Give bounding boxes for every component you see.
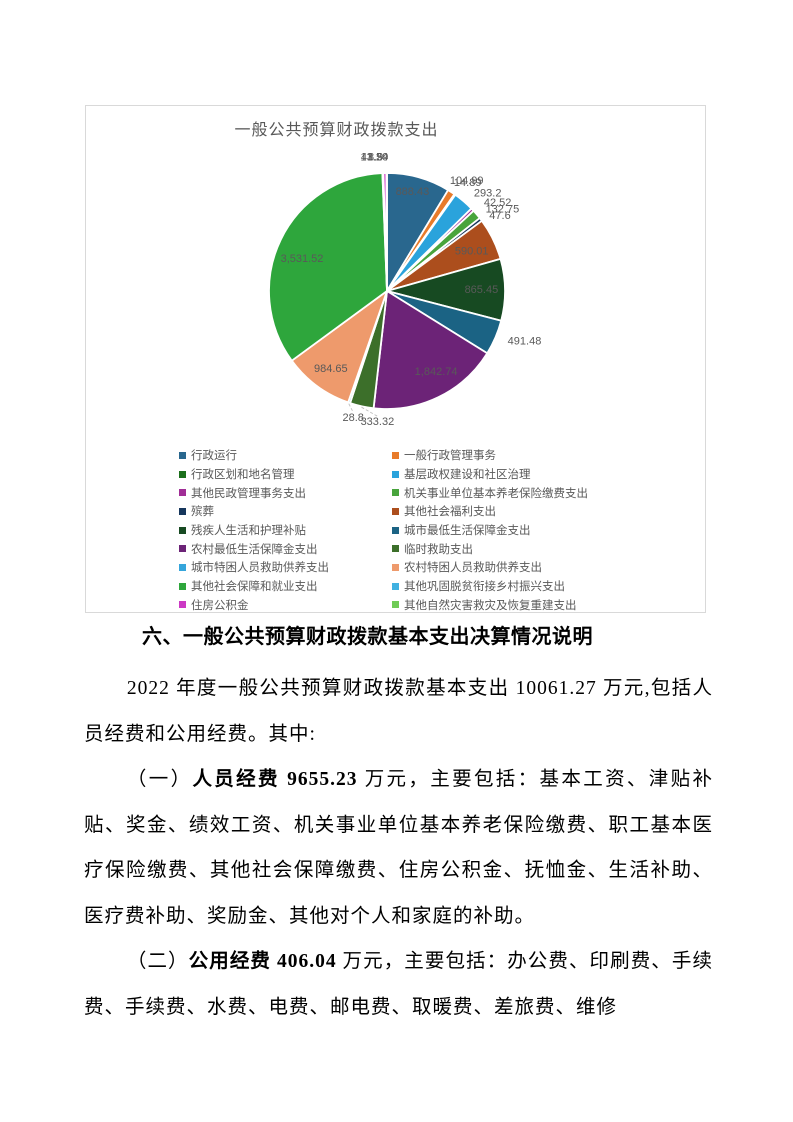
chart-title: 一般公共预算财政拨款支出 bbox=[234, 122, 439, 139]
bold-text: 人员经费 9655.23 bbox=[192, 769, 358, 790]
slice-value-label: 293.2 bbox=[474, 188, 502, 200]
paragraph: （一）人员经费 9655.23 万元，主要包括：基本工资、津贴补贴、奖金、绩效工… bbox=[84, 757, 713, 939]
bold-text: 公用经费 406.04 bbox=[188, 951, 337, 972]
legend-item: 农村特困人员救助供养支出 bbox=[392, 559, 697, 575]
legend-swatch-icon bbox=[179, 563, 186, 571]
legend-label: 其他巩固脱贫衔接乡村振兴支出 bbox=[404, 581, 565, 594]
legend-item: 农村最低生活保障金支出 bbox=[179, 541, 392, 557]
legend-label: 其他自然灾害救灾及恢复重建支出 bbox=[404, 599, 577, 612]
chart-legend: 行政运行 一般行政管理事务行政区划和地名管理 基层政权建设和社区治理其他民政管理事务… bbox=[179, 446, 697, 614]
legend-swatch-icon bbox=[392, 489, 399, 497]
slice-value-label: 28.8 bbox=[342, 412, 363, 424]
paragraphs: 2022 年度一般公共预算财政拨款基本支出 10061.27 万元,包括人员经费… bbox=[84, 666, 713, 1030]
legend-swatch-icon bbox=[392, 601, 399, 609]
legend-item: 基层政权建设和社区治理 bbox=[392, 466, 697, 482]
legend-label: 城市特困人员救助供养支出 bbox=[191, 562, 329, 575]
legend-label: 机关事业单位基本养老保险缴费支出 bbox=[404, 487, 588, 500]
legend-item: 残疾人生活和护理补贴 bbox=[179, 522, 392, 538]
legend-item: 殡葬 bbox=[179, 503, 392, 519]
slice-value-label: 888.43 bbox=[396, 186, 430, 198]
legend-swatch-icon bbox=[179, 545, 186, 553]
slice-value-label: 865.45 bbox=[465, 284, 499, 296]
legend-swatch-icon bbox=[179, 526, 186, 534]
legend-label: 其他民政管理事务支出 bbox=[191, 487, 306, 500]
legend-item: 其他巩固脱贫衔接乡村振兴支出 bbox=[392, 578, 697, 594]
slice-value-label: 47.6 bbox=[489, 210, 510, 222]
slice-value-label: 590.01 bbox=[455, 245, 489, 257]
legend-swatch-icon bbox=[392, 582, 399, 590]
section-heading: 六、一般公共预算财政拨款基本支出决算情况说明 bbox=[142, 626, 593, 648]
legend-label: 行政运行 bbox=[191, 450, 237, 463]
legend-swatch-icon bbox=[392, 545, 399, 553]
legend-item: 城市最低生活保障金支出 bbox=[392, 522, 697, 538]
legend-item: 机关事业单位基本养老保险缴费支出 bbox=[392, 485, 697, 501]
legend-item: 城市特困人员救助供养支出 bbox=[179, 559, 392, 575]
slice-value-label: 8.9 bbox=[368, 152, 383, 164]
legend-label: 临时救助支出 bbox=[404, 543, 473, 556]
chart-frame: 888.43 104.99 14.89 293.2 42.52 132.75 47.6 590… bbox=[85, 105, 706, 613]
legend-item: 其他民政管理事务支出 bbox=[179, 485, 392, 501]
slice-value-label: 13.24 bbox=[361, 152, 389, 164]
label-leader-line bbox=[361, 406, 378, 417]
legend-item: 住房公积金 bbox=[179, 597, 392, 613]
legend-swatch-icon bbox=[392, 526, 399, 534]
legend-label: 行政区划和地名管理 bbox=[191, 469, 295, 482]
paragraph: （二）公用经费 406.04 万元，主要包括：办公费、印刷费、手续费、手续费、水… bbox=[84, 939, 713, 1030]
legend-item: 其他自然灾害救灾及恢复重建支出 bbox=[392, 597, 697, 613]
legend-label: 其他社会保障和就业支出 bbox=[191, 581, 318, 594]
legend-swatch-icon bbox=[179, 601, 186, 609]
text: 2022 年度一般公共预算财政拨款基本支出 10061.27 万元,包括人员经费… bbox=[84, 678, 713, 745]
text: （二） bbox=[126, 951, 189, 972]
legend-item: 行政区划和地名管理 bbox=[179, 466, 392, 482]
slice-value-label: 3,531.52 bbox=[281, 253, 324, 265]
slice-value-label: 41.59 bbox=[361, 152, 389, 164]
legend-swatch-icon bbox=[392, 470, 399, 478]
legend-label: 农村特困人员救助供养支出 bbox=[404, 562, 542, 575]
legend-swatch-icon bbox=[179, 507, 186, 515]
legend-swatch-icon bbox=[179, 451, 186, 459]
legend-label: 殡葬 bbox=[191, 506, 214, 519]
text: （一） bbox=[126, 769, 193, 790]
slice-value-label: 491.48 bbox=[508, 336, 542, 348]
legend-label: 基层政权建设和社区治理 bbox=[404, 469, 531, 482]
legend-swatch-icon bbox=[392, 563, 399, 571]
legend-item: 其他社会福利支出 bbox=[392, 503, 697, 519]
document-text: 六、一般公共预算财政拨款基本支出决算情况说明 2022 年度一般公共预算财政拨款… bbox=[84, 622, 713, 1030]
paragraph: 2022 年度一般公共预算财政拨款基本支出 10061.27 万元,包括人员经费… bbox=[84, 666, 713, 757]
legend-item: 一般行政管理事务 bbox=[392, 447, 697, 463]
legend-label: 一般行政管理事务 bbox=[404, 450, 496, 463]
text: 万元，主要包括：基本工资、津贴补贴、奖金、绩效工资、机关事业单位基本养老保险缴费… bbox=[84, 769, 713, 927]
legend-item: 行政运行 bbox=[179, 447, 392, 463]
legend-label: 城市最低生活保障金支出 bbox=[404, 525, 531, 538]
slice-value-label: 132.75 bbox=[486, 203, 520, 215]
slice-value-label: 333.32 bbox=[361, 416, 395, 428]
slice-value-label: 42.52 bbox=[484, 197, 512, 209]
slice-value-label: 984.65 bbox=[314, 363, 348, 375]
legend-swatch-icon bbox=[392, 507, 399, 515]
label-leader-line bbox=[348, 403, 354, 413]
legend-swatch-icon bbox=[392, 451, 399, 459]
legend-item: 临时救助支出 bbox=[392, 541, 697, 557]
legend-label: 住房公积金 bbox=[191, 599, 249, 612]
slice-value-label: 14.89 bbox=[454, 177, 482, 189]
legend-swatch-icon bbox=[179, 489, 186, 497]
legend-swatch-icon bbox=[179, 582, 186, 590]
legend-swatch-icon bbox=[179, 470, 186, 478]
slice-value-label: 1,842.74 bbox=[415, 366, 458, 378]
slice-value-label: 104.99 bbox=[450, 175, 484, 187]
legend-label: 其他社会福利支出 bbox=[404, 506, 496, 519]
pie-slice bbox=[372, 290, 489, 410]
legend-label: 农村最低生活保障金支出 bbox=[191, 543, 318, 556]
text: 万元，主要包括：办公费、印刷费、手续费、手续费、水费、电费、邮电费、取暖费、差旅… bbox=[84, 951, 713, 1018]
legend-label: 残疾人生活和护理补贴 bbox=[191, 525, 306, 538]
pie-slice bbox=[268, 172, 388, 362]
pie-slice bbox=[385, 172, 388, 292]
legend-item: 其他社会保障和就业支出 bbox=[179, 578, 392, 594]
